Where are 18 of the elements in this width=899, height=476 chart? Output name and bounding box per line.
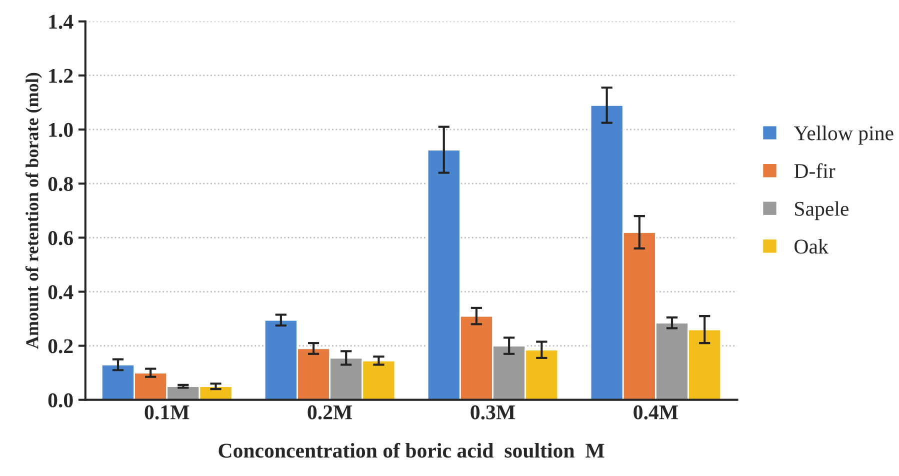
y-tick-label: 0.2 (48, 339, 73, 354)
y-tick-label: 1.4 (49, 14, 74, 29)
y-tick-label: 1.2 (49, 68, 73, 84)
x-axis-title: Conconcentration of boric acid soultion M (218, 442, 604, 458)
legend-label: D-fir (794, 163, 836, 178)
x-tick-label: 0.3M (470, 405, 516, 420)
y-tick-label: 0.4 (48, 285, 74, 300)
y-tick-label: 0.6 (48, 231, 73, 246)
x-tick-label: 0.2M (308, 405, 352, 420)
y-tick-label: 0.0 (48, 393, 73, 408)
y-tick-label: 1.0 (49, 122, 73, 138)
x-tick-label: 0.4M (634, 405, 678, 420)
legend-label: Sapele (795, 201, 849, 220)
x-tick-label: 0.1M (144, 405, 190, 420)
y-tick-label: 0.8 (48, 176, 73, 192)
y-axis-title: Amount of retention of borate (mol) (25, 72, 42, 349)
legend-label: Oak (794, 238, 828, 254)
legend-label: Yellow pine (794, 126, 894, 145)
